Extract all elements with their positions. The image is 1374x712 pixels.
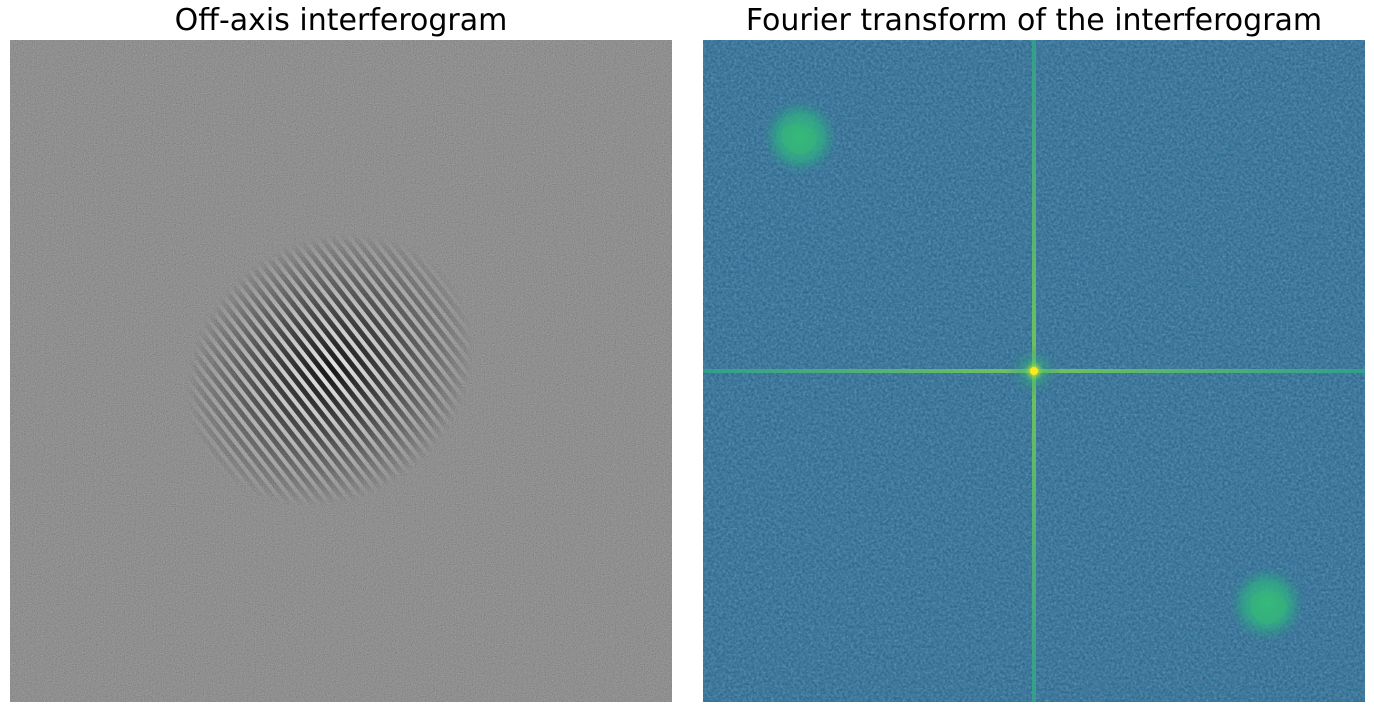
fourier-transform-image: [703, 40, 1365, 702]
fourier-transform-title: Fourier transform of the interferogram: [745, 3, 1323, 38]
interferogram-title: Off-axis interferogram: [174, 3, 508, 38]
interference-fringes: [10, 40, 672, 702]
sideband-upper-left: [762, 99, 838, 175]
sideband-lower-right: [1229, 566, 1305, 642]
interferogram-image: [10, 40, 672, 702]
dc-peak: [1030, 367, 1038, 375]
